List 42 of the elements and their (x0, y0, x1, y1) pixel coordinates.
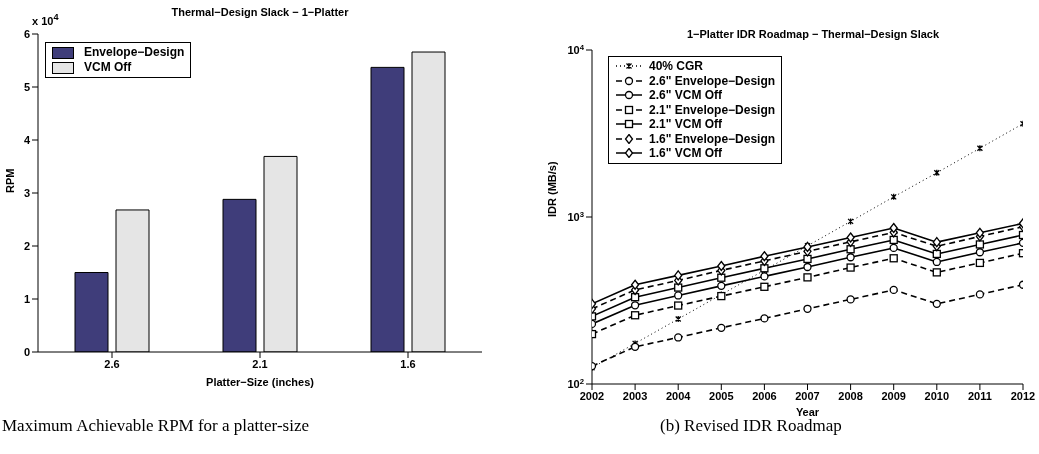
x-tick-label: 2011 (967, 389, 992, 402)
x-tick-label: 2010 (924, 389, 950, 402)
legend-label: 2.1" VCM Off (648, 117, 724, 132)
y-tick-label: 1 (23, 293, 30, 305)
x-axis-title: Platter−Size (inches) (206, 376, 315, 388)
legend-label: Envelope−Design (83, 45, 185, 60)
y-tick-label: 4 (23, 134, 31, 146)
x-tick-label: 2004 (665, 389, 692, 402)
legend-label: VCM Off (83, 60, 133, 75)
x-tick-label: 2.6 (104, 357, 120, 370)
legend-label: 40% CGR (648, 59, 705, 74)
chart-title: Thermal−Design Slack − 1−Platter (171, 6, 349, 18)
x-tick-label: 2003 (622, 389, 648, 402)
legend-label: 1.6" VCM Off (648, 146, 724, 161)
text: Maximum Achievable RPM for a platter-size (2, 416, 309, 436)
text: (b) Revised IDR Roadmap (660, 416, 842, 436)
chart-title: 1−Platter IDR Roadmap − Thermal−Design Slack (685, 28, 941, 40)
y-tick-label: 2 (23, 240, 30, 252)
y-tick-label: 10$^{4}$ (567, 42, 585, 56)
x-tick-label: 2012 (1010, 389, 1036, 402)
y-axis-title: RPM (3, 168, 16, 193)
legend-label: 1.6" Envelope−Design (648, 131, 776, 146)
legend-label: 2.1" Envelope−Design (648, 102, 776, 117)
x-tick-label: 2007 (795, 389, 820, 402)
y-tick-label: 0 (23, 346, 30, 358)
legend-label: 2.6" Envelope−Design (648, 73, 776, 88)
x-tick-label: 2002 (579, 389, 605, 402)
x-tick-label: 2009 (881, 389, 906, 402)
x-tick-label: 2006 (752, 389, 777, 402)
text: x 10$^{4}$ (32, 12, 59, 27)
x-tick-label: 1.6 (400, 357, 416, 370)
y-axis-title: IDR (MB/s) (545, 161, 558, 217)
x-tick-label: 2.1 (252, 357, 268, 370)
x-axis-title: Year (795, 406, 820, 418)
y-tick-label: 6 (23, 28, 30, 40)
y-tick-label: 10$^{2}$ (567, 376, 584, 390)
y-tick-label: 3 (23, 187, 30, 199)
x-tick-label: 2008 (838, 389, 863, 402)
y-tick-label: 10$^{3}$ (567, 209, 584, 223)
x-tick-label: 2005 (709, 389, 734, 402)
legend-label: 2.6" VCM Off (648, 88, 724, 103)
y-tick-label: 5 (23, 81, 30, 93)
